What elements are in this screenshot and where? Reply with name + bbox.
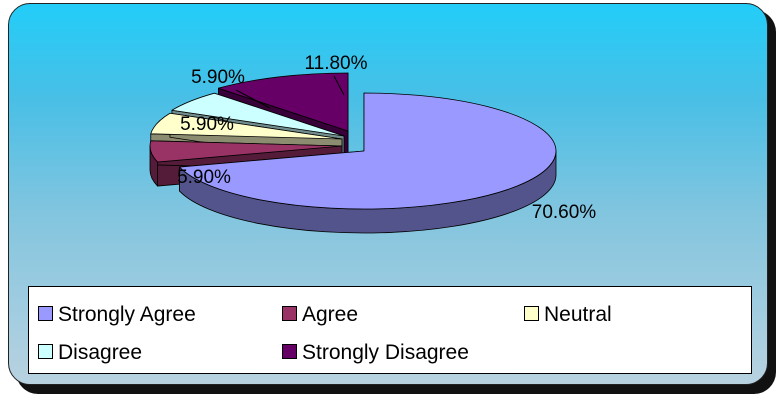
pie-slice-neutral [150,112,343,140]
pie-slice-agree [149,140,343,163]
legend-swatch-disagree [38,343,53,359]
leader-line-strongly-disagree [333,75,345,96]
legend-item-neutral: Neutral [524,302,612,328]
leader-line-disagree [235,89,271,109]
legend-swatch-neutral [524,305,539,321]
pie-slice-strongly-disagree [218,72,349,132]
data-label-neutral: 5.90% [180,114,234,135]
legend-swatch-agree [282,305,297,321]
legend-label-neutral: Neutral [544,303,612,326]
legend-swatch-strongly-disagree [282,343,297,359]
chart-legend: Strongly Agree Agree Neutral Disagree St… [28,286,752,374]
data-label-agree: 5.90% [177,167,231,188]
legend-label-agree: Agree [302,303,359,326]
legend-swatch-strongly-agree [38,305,53,321]
legend-item-agree: Agree [282,302,358,328]
pie-slice-tops [149,72,557,210]
legend-label-disagree: Disagree [58,341,143,364]
legend-item-strongly-agree: Strongly Agree [38,302,196,328]
legend-label-strongly-agree: Strongly Agree [58,303,196,326]
legend-item-disagree: Disagree [38,340,142,366]
pie-slice-strongly-agree [179,92,557,210]
data-label-strongly-agree: 70.60% [532,202,597,223]
legend-label-strongly-disagree: Strongly Disagree [302,341,469,364]
legend-item-strongly-disagree: Strongly Disagree [282,340,469,366]
pie-slice-disagree [171,92,345,137]
data-label-strongly-disagree: 11.80% [304,53,367,74]
data-label-disagree: 5.90% [191,67,245,88]
